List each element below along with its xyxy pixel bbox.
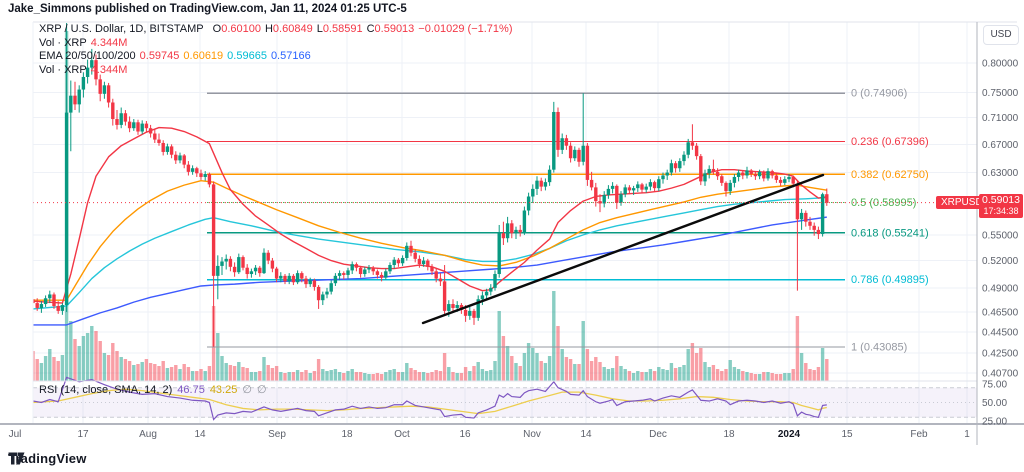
- legend-overlay: XRP / U.S. Dollar, 1D, BITSTAMP O0.60100 H…: [39, 23, 516, 77]
- fib-label: 0.618 (0.55241): [851, 227, 929, 239]
- tradingview-logo-icon: [8, 452, 25, 465]
- close-value: 0.59013: [374, 23, 415, 35]
- volume-label: Vol · XRP: [39, 36, 87, 49]
- legend-volume-row-2[interactable]: Vol · XRP 4.344M: [39, 64, 516, 78]
- low-value: 0.58591: [322, 23, 363, 35]
- rsi-value: 46.75: [177, 384, 205, 396]
- ema200-value: 0.57166: [270, 50, 311, 62]
- x-axis-label: 2024: [778, 429, 801, 440]
- last-price: 0.59013: [982, 194, 1020, 206]
- high-label: H: [264, 23, 273, 35]
- ema-20-line[interactable]: [33, 126, 827, 304]
- rsi-empty-icon: ∅: [242, 384, 252, 396]
- x-axis-label: 16: [459, 429, 471, 440]
- x-axis-label: 15: [841, 429, 853, 440]
- time-axis[interactable]: Jul 17 Aug 14 Sep 18 Oct 16 Nov 14 Dec 18 2024 15 Feb 1: [9, 429, 971, 440]
- x-axis-label: Jul: [9, 429, 22, 440]
- x-axis-label: 18: [723, 429, 735, 440]
- x-axis-label: Sep: [268, 429, 286, 440]
- x-axis-label: Oct: [394, 429, 410, 440]
- legend-ema-row[interactable]: EMA 20/50/100/200 0.59745 0.60619 0.59665 0.…: [39, 50, 516, 64]
- symbol-price-flag: XRPUSD: [936, 196, 988, 209]
- ema-lines: [33, 126, 827, 326]
- trend-line[interactable]: [421, 173, 825, 325]
- x-axis-label: Nov: [523, 429, 541, 440]
- rsi-axis-label: 75.00: [982, 380, 1007, 391]
- y-axis-label: 0.52000: [982, 256, 1019, 267]
- price-scale-badge: 0.59013 17:34:38: [979, 194, 1023, 218]
- tradingview-brand-text: TradingView: [8, 451, 87, 466]
- tradingview-watermark[interactable]: TradingView: [8, 451, 87, 466]
- open-label: O: [212, 23, 222, 35]
- x-axis-label: Dec: [649, 429, 667, 440]
- x-axis-label: 18: [341, 429, 353, 440]
- y-axis-label: 0.44500: [982, 328, 1019, 339]
- close-label: C: [366, 23, 375, 35]
- high-value: 0.60849: [272, 23, 313, 35]
- ema-label: EMA 20/50/100/200: [39, 50, 136, 62]
- fib-label: 0.5 (0.58995): [851, 197, 916, 209]
- rsi-empty-icon-2: ∅: [256, 384, 267, 396]
- y-axis-label: 0.71000: [982, 113, 1019, 124]
- y-axis-label: 0.40700: [982, 368, 1019, 379]
- x-axis-label: 1: [964, 429, 970, 440]
- rsi-sma-value: 43.25: [209, 384, 238, 396]
- legend-volume-row[interactable]: Vol · XRP 4.344M: [39, 37, 516, 51]
- y-axis-label: 0.67000: [982, 140, 1019, 151]
- chart-frame: [0, 21, 1024, 445]
- fib-label: 0.786 (0.49895): [851, 274, 929, 286]
- volume-label-2: Vol · XRP: [39, 63, 87, 76]
- open-value: 0.60100: [221, 23, 261, 35]
- low-label: L: [316, 23, 323, 35]
- ema-50-line[interactable]: [33, 179, 827, 301]
- volume-value: 4.344M: [90, 36, 128, 49]
- rsi-label: RSI (14, close, SMA, 14, 2): [39, 384, 173, 396]
- ema100-value: 0.59665: [227, 50, 267, 62]
- rsi-axis-label: 25.00: [982, 417, 1007, 428]
- candlestick-series[interactable]: [31, 0, 829, 347]
- volume-bars: [33, 31, 829, 381]
- x-axis-label: Aug: [139, 429, 157, 440]
- ema-100-line[interactable]: [33, 196, 827, 310]
- x-axis-label: 17: [77, 429, 89, 440]
- price-axis[interactable]: 0.80000 0.75000 0.71000 0.67000 0.63000 0.550…: [982, 59, 1019, 428]
- rsi-pane[interactable]: [33, 376, 977, 421]
- y-axis-label: 0.80000: [982, 59, 1019, 70]
- y-axis-label: 0.55000: [982, 230, 1019, 241]
- ema50-value: 0.60619: [183, 50, 224, 62]
- change-value: −0.01029 (−1.71%): [418, 23, 513, 35]
- fib-retracement[interactable]: 0 (0.74906) 0.236 (0.67396) 0.382 (0.62750…: [207, 88, 929, 354]
- y-axis-label: 0.46500: [982, 307, 1019, 318]
- fib-label: 0.382 (0.62750): [851, 169, 929, 181]
- fib-label: 0.236 (0.67396): [851, 136, 929, 148]
- fib-label: 1 (0.43085): [851, 341, 907, 353]
- bar-countdown: 17:34:38: [983, 206, 1019, 216]
- legend-symbol-row[interactable]: XRP / U.S. Dollar, 1D, BITSTAMP O0.60100 H…: [39, 23, 516, 37]
- y-axis-label: 0.42500: [982, 349, 1019, 360]
- y-axis-label: 0.49000: [982, 283, 1019, 294]
- x-axis-label: Feb: [910, 429, 928, 440]
- ema20-value: 0.59745: [139, 50, 180, 62]
- x-axis-label: 14: [194, 429, 206, 440]
- y-axis-label: 0.63000: [982, 168, 1019, 179]
- rsi-legend[interactable]: RSI (14, close, SMA, 14, 2) 46.75 43.25 ∅ ∅: [39, 383, 272, 396]
- rsi-line: [33, 376, 827, 421]
- volume-value-2: 4.344M: [90, 63, 128, 76]
- y-axis-label: 0.75000: [982, 88, 1019, 99]
- rsi-axis-label: 50.00: [982, 398, 1007, 409]
- currency-toggle[interactable]: USD: [983, 25, 1019, 45]
- fib-label: 0 (0.74906): [851, 88, 907, 100]
- attribution-text: Jake_Simmons published on TradingView.co…: [8, 3, 407, 15]
- x-axis-label: 14: [580, 429, 592, 440]
- symbol-title[interactable]: XRP / U.S. Dollar, 1D, BITSTAMP: [39, 23, 204, 35]
